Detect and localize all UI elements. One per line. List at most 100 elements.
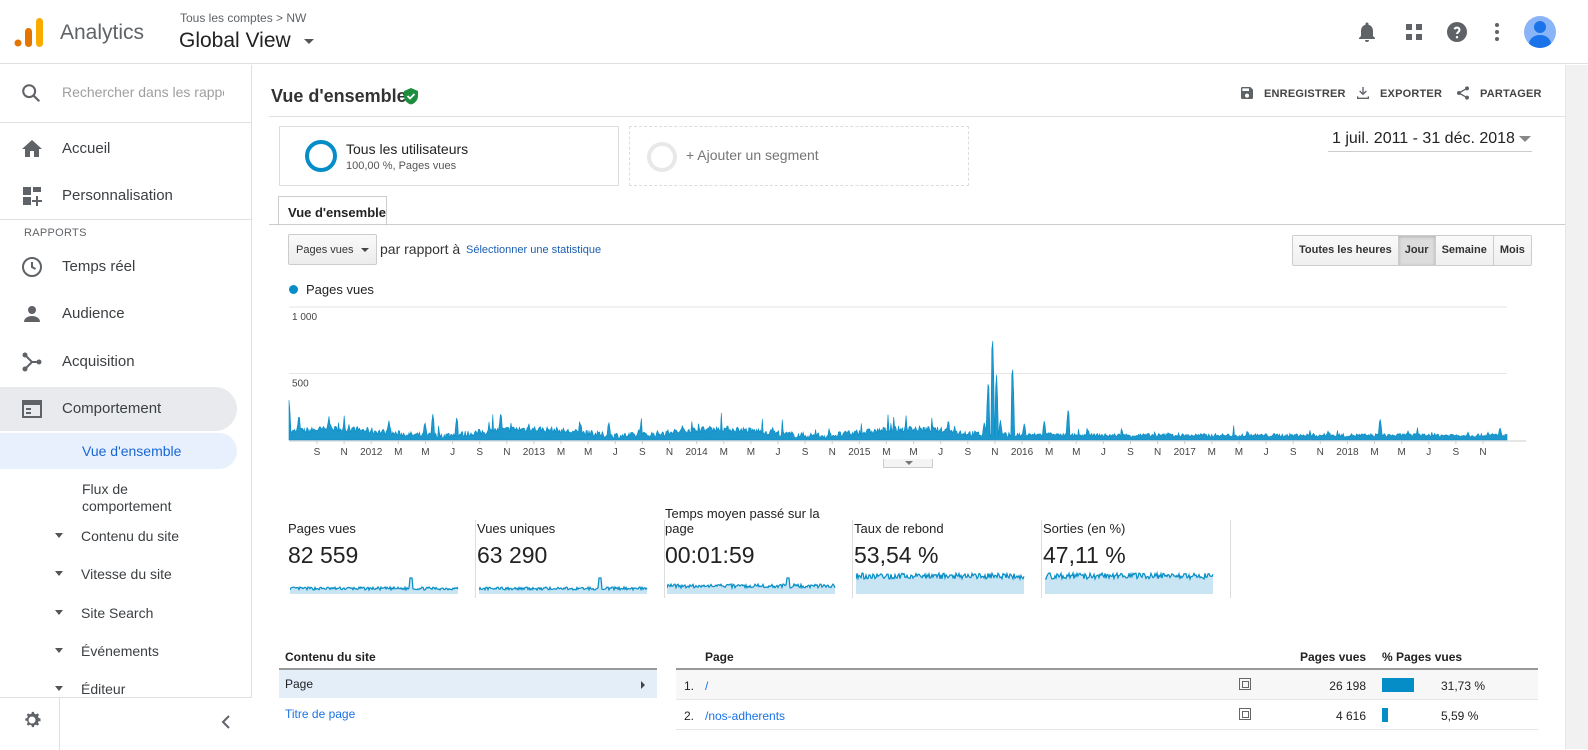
table-row[interactable]: 2. /nos-adherents 4 616 5,59 % bbox=[676, 700, 1538, 730]
tree-item-label: Site Search bbox=[81, 605, 154, 621]
granularity-hourly[interactable]: Toutes les heures bbox=[1293, 236, 1399, 265]
tree-item-site-speed[interactable]: Vitesse du site bbox=[0, 559, 237, 591]
divider bbox=[279, 668, 657, 670]
caret-down-icon[interactable] bbox=[55, 648, 63, 653]
chevron-down-icon[interactable] bbox=[1519, 136, 1531, 142]
sparkline-area bbox=[667, 578, 835, 594]
metric-card-unique-views[interactable]: Vues uniques 63 290 bbox=[477, 520, 665, 598]
collapse-chevron-icon[interactable] bbox=[218, 712, 234, 732]
clock-icon bbox=[22, 257, 42, 277]
tree-item-publisher[interactable]: Éditeur bbox=[0, 674, 237, 706]
tab-overview[interactable]: Vue d'ensemble bbox=[278, 196, 387, 226]
sidebar-item-behavior[interactable]: Comportement bbox=[0, 387, 237, 431]
verified-shield-icon bbox=[404, 88, 418, 105]
series-area-pageviews bbox=[288, 340, 1508, 441]
caret-down-icon[interactable] bbox=[55, 571, 63, 576]
sidebar-item-label: Comportement bbox=[62, 400, 162, 417]
pct-value: 31,73 % bbox=[1441, 679, 1486, 693]
tree-item-site-content[interactable]: Contenu du site bbox=[0, 521, 237, 553]
sidebar-item-acquisition[interactable]: Acquisition bbox=[0, 340, 237, 384]
caret-down-icon[interactable] bbox=[55, 610, 63, 615]
sparkline-area bbox=[856, 573, 1024, 594]
page-link[interactable]: /nos-adherents bbox=[705, 709, 786, 723]
tree-item-label: Événements bbox=[81, 643, 159, 659]
x-tick-label: M bbox=[584, 447, 592, 458]
top-bar: Analytics Tous les comptes > NW Global V… bbox=[0, 0, 1588, 64]
y-tick-label: 500 bbox=[292, 379, 309, 390]
open-external-icon[interactable] bbox=[1239, 678, 1251, 690]
save-label: ENREGISTRER bbox=[1264, 88, 1346, 100]
metric-title: Pages vues bbox=[288, 521, 356, 536]
save-button[interactable]: ENREGISTRER bbox=[1241, 87, 1346, 100]
segment-card[interactable]: Tous les utilisateurs 100,00 %, Pages vu… bbox=[279, 126, 619, 186]
tree-item-events[interactable]: Événements bbox=[0, 636, 237, 668]
date-range-picker[interactable]: 1 juil. 2011 - 31 déc. 2018 bbox=[1332, 130, 1515, 147]
page-link[interactable]: / bbox=[705, 679, 709, 693]
avatar[interactable] bbox=[1524, 16, 1556, 48]
granularity-month[interactable]: Mois bbox=[1493, 236, 1531, 265]
segment-title: Tous les utilisateurs bbox=[346, 141, 469, 157]
sidebar-item-realtime[interactable]: Temps réel bbox=[0, 245, 237, 289]
help-icon[interactable] bbox=[1445, 20, 1469, 44]
caret-down-icon[interactable] bbox=[55, 686, 63, 691]
sidebar-subitem-overview[interactable]: Vue d'ensemble bbox=[0, 433, 237, 469]
metric-card-bounce-rate[interactable]: Taux de rebond 53,54 % bbox=[854, 520, 1042, 598]
export-button[interactable]: EXPORTER bbox=[1357, 87, 1443, 100]
sidebar-footer bbox=[0, 697, 252, 750]
legend-marker bbox=[289, 285, 298, 294]
metric-select[interactable]: Pages vues bbox=[288, 234, 377, 265]
apps-grid-icon[interactable] bbox=[1402, 20, 1426, 44]
account-breadcrumb[interactable]: Tous les comptes > NW bbox=[180, 11, 307, 25]
chevron-down-icon[interactable] bbox=[304, 39, 314, 44]
x-tick-label: M bbox=[421, 447, 429, 458]
sidebar-subitem-label: Vue d'ensemble bbox=[82, 443, 182, 459]
x-tick-label: S bbox=[964, 447, 971, 458]
add-segment-button[interactable]: + Ajouter un segment bbox=[629, 126, 969, 186]
share-bar bbox=[1382, 708, 1388, 722]
gear-icon[interactable] bbox=[20, 708, 44, 732]
page-scrollbar[interactable] bbox=[1565, 65, 1588, 749]
column-header-pct[interactable]: % Pages vues bbox=[1382, 650, 1463, 664]
tree-item-site-search[interactable]: Site Search bbox=[0, 598, 237, 630]
search-icon[interactable] bbox=[20, 82, 42, 104]
table-row[interactable]: 1. / 26 198 31,73 % bbox=[676, 670, 1538, 700]
metric-card-avg-time[interactable]: Temps moyen passé sur la page 00:01:59 bbox=[665, 506, 853, 598]
sidebar-item-customization[interactable]: Personnalisation bbox=[0, 174, 237, 218]
granularity-toggle: Toutes les heures Jour Semaine Mois bbox=[1292, 235, 1532, 266]
sidebar-item-audience[interactable]: Audience bbox=[0, 292, 237, 336]
metric-card-exit-rate[interactable]: Sorties (en %) 47,11 % bbox=[1043, 520, 1231, 598]
select-metric-link[interactable]: Sélectionner une statistique bbox=[466, 244, 602, 256]
x-tick-label: S bbox=[314, 447, 321, 458]
share-button[interactable]: PARTAGER bbox=[1457, 86, 1542, 100]
sidebar-subitem-behavior-flow[interactable]: Flux de comportement bbox=[0, 481, 237, 517]
granularity-week[interactable]: Semaine bbox=[1435, 236, 1494, 265]
more-vert-icon[interactable] bbox=[1485, 20, 1509, 44]
sparkline-line bbox=[290, 577, 459, 592]
view-selector[interactable]: Global View bbox=[179, 29, 291, 52]
divider bbox=[269, 116, 1565, 117]
open-external-icon[interactable] bbox=[1239, 708, 1251, 720]
search-input[interactable] bbox=[62, 84, 224, 100]
bell-icon[interactable] bbox=[1355, 20, 1379, 44]
pageviews-chart[interactable]: 1 000 500 S N 2012 M M J S N 2013 M M J S N 2014 M M J S N 201… bbox=[253, 295, 1565, 465]
granularity-day[interactable]: Jour bbox=[1398, 236, 1436, 265]
export-label: EXPORTER bbox=[1380, 88, 1443, 100]
y-tick-label: 1 000 bbox=[292, 312, 317, 323]
x-tick-label: J bbox=[613, 447, 618, 458]
column-header-page[interactable]: Page bbox=[705, 650, 734, 664]
metric-card-pageviews[interactable]: Pages vues 82 559 bbox=[288, 520, 476, 598]
x-tick-label: J bbox=[1101, 447, 1106, 458]
divider bbox=[676, 668, 1538, 670]
column-header-views[interactable]: Pages vues bbox=[1300, 650, 1367, 664]
chart-resize-handle[interactable] bbox=[883, 459, 933, 468]
dimension-page-title[interactable]: Titre de page bbox=[285, 707, 356, 721]
caret-down-icon[interactable] bbox=[55, 533, 63, 538]
sparkline bbox=[1045, 570, 1214, 594]
x-tick-label: J bbox=[1264, 447, 1269, 458]
dimension-page[interactable]: Page bbox=[279, 670, 657, 698]
x-tick-label: J bbox=[1426, 447, 1431, 458]
acquisition-icon bbox=[22, 352, 42, 372]
sidebar-item-home[interactable]: Accueil bbox=[0, 127, 237, 171]
metric-title: Temps moyen passé sur la page bbox=[665, 506, 820, 536]
share-label: PARTAGER bbox=[1480, 88, 1542, 100]
